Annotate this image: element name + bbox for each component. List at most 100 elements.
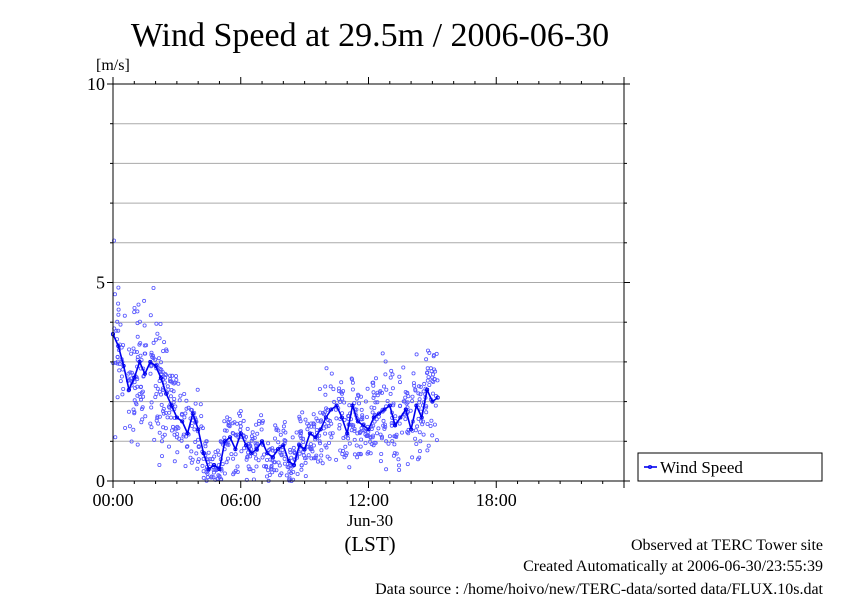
data-point xyxy=(241,418,246,423)
data-point xyxy=(281,424,286,429)
data-point xyxy=(347,403,352,408)
data-point xyxy=(430,378,435,383)
data-point xyxy=(373,440,378,445)
data-point xyxy=(216,452,221,457)
data-point xyxy=(116,301,121,306)
data-point xyxy=(334,416,339,421)
data-point xyxy=(373,376,378,381)
data-point xyxy=(154,321,159,326)
data-point xyxy=(149,350,154,355)
data-point xyxy=(254,464,259,469)
data-point xyxy=(416,384,421,389)
data-point xyxy=(207,457,212,462)
data-point xyxy=(404,401,409,406)
data-point xyxy=(350,387,355,392)
wind-speed-line xyxy=(112,333,439,471)
data-point xyxy=(137,392,142,397)
data-point xyxy=(358,451,363,456)
data-point xyxy=(218,439,223,444)
data-point xyxy=(342,400,347,405)
data-point xyxy=(408,408,413,413)
data-point xyxy=(282,461,287,466)
data-point xyxy=(410,399,415,404)
data-point xyxy=(373,400,378,405)
data-point xyxy=(425,421,430,426)
data-point xyxy=(253,452,258,457)
data-point xyxy=(276,440,281,445)
data-point xyxy=(260,455,265,460)
data-point xyxy=(389,368,394,373)
data-point xyxy=(278,432,283,437)
data-point xyxy=(377,390,382,395)
data-point xyxy=(354,396,359,401)
data-point xyxy=(290,435,295,440)
data-point xyxy=(379,436,384,441)
x-tick-label: 00:00 xyxy=(92,490,133,510)
data-point xyxy=(164,347,169,352)
data-point xyxy=(277,463,282,468)
data-point xyxy=(175,450,180,455)
data-point xyxy=(159,454,164,459)
data-point xyxy=(357,430,362,435)
data-point xyxy=(158,321,163,326)
data-point xyxy=(148,313,153,318)
data-point xyxy=(173,374,178,379)
data-point xyxy=(250,436,255,441)
data-point xyxy=(311,456,316,461)
data-point xyxy=(287,462,292,467)
data-point xyxy=(284,473,289,478)
legend-point-swatch xyxy=(648,464,653,469)
data-point xyxy=(381,418,386,423)
data-point xyxy=(155,331,160,336)
data-point xyxy=(375,390,380,395)
data-point xyxy=(132,310,137,315)
data-point xyxy=(189,423,194,428)
data-point xyxy=(162,340,167,345)
data-point xyxy=(205,475,210,480)
data-point xyxy=(294,430,299,435)
data-point xyxy=(376,426,381,431)
data-point xyxy=(161,406,166,411)
data-point xyxy=(388,391,393,396)
data-point xyxy=(311,412,316,417)
data-point xyxy=(249,438,254,443)
data-point xyxy=(354,407,359,412)
data-point xyxy=(149,425,154,430)
data-point xyxy=(430,375,435,380)
data-point xyxy=(264,474,269,479)
data-point xyxy=(297,451,302,456)
data-point xyxy=(371,395,376,400)
data-point xyxy=(317,439,322,444)
data-point xyxy=(232,420,237,425)
data-point xyxy=(301,453,306,458)
data-point xyxy=(222,419,227,424)
data-point xyxy=(179,438,184,443)
data-point xyxy=(165,384,170,389)
data-point xyxy=(356,393,361,398)
data-point xyxy=(324,424,329,429)
data-point xyxy=(255,431,260,436)
data-point xyxy=(349,422,354,427)
data-point xyxy=(259,427,264,432)
data-point xyxy=(416,391,421,396)
data-point xyxy=(249,451,254,456)
data-point xyxy=(434,438,439,443)
data-point xyxy=(298,419,303,424)
data-point xyxy=(397,374,402,379)
data-point xyxy=(304,455,309,460)
data-point xyxy=(142,323,147,328)
data-point xyxy=(305,421,310,426)
data-point xyxy=(365,451,370,456)
data-point xyxy=(222,435,227,440)
data-point xyxy=(231,456,236,461)
data-point xyxy=(320,461,325,466)
y-axis: 0 5 10 xyxy=(87,74,630,491)
data-point xyxy=(174,377,179,382)
y-tick-label: 0 xyxy=(96,471,105,491)
data-point xyxy=(158,360,163,365)
legend-label: Wind Speed xyxy=(660,458,743,477)
data-point xyxy=(417,397,422,402)
data-point xyxy=(422,381,427,386)
x-tick-label: 12:00 xyxy=(348,490,389,510)
data-point xyxy=(279,471,284,476)
